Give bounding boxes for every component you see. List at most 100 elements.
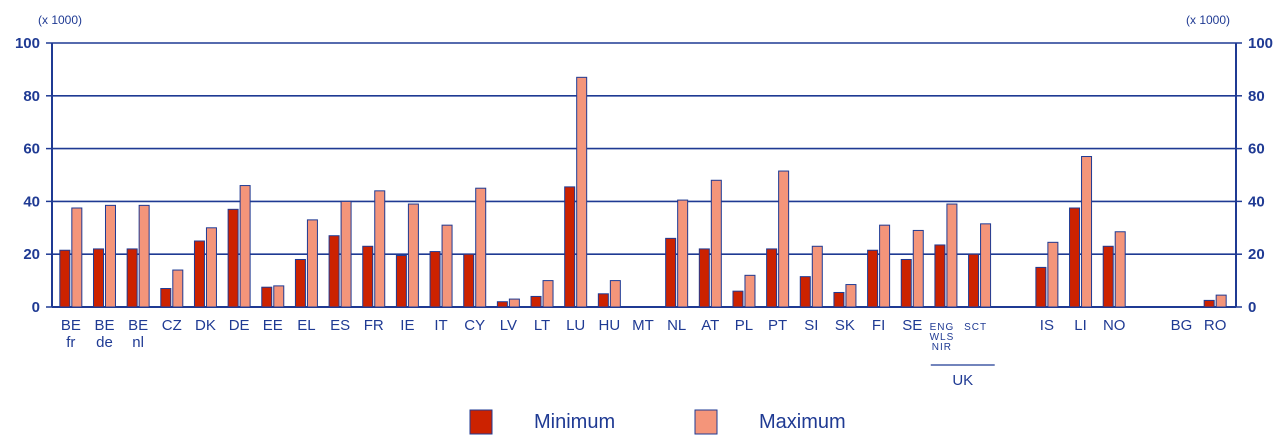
y-tick-label-left: 80	[23, 88, 40, 105]
x-tick-label-IT: IT	[434, 317, 447, 334]
bar-maximum-FI	[879, 224, 891, 308]
y-tick-label-right: 60	[1248, 141, 1265, 158]
legend-label-minimum: Minimum	[534, 411, 615, 433]
y-tick-label-right: 80	[1248, 88, 1265, 105]
bar-minimum-ES	[328, 235, 340, 308]
bar-minimum-DK	[193, 240, 205, 308]
bar-minimum-BE-nl	[126, 248, 138, 308]
legend-swatch-minimum	[469, 409, 493, 435]
y-tick-label-left: 0	[32, 299, 40, 316]
bar-minimum-FI	[867, 249, 879, 308]
bar-minimum-SK	[833, 291, 845, 308]
bar-minimum-SI	[799, 276, 811, 308]
bar-maximum-AT	[710, 179, 722, 308]
y-tick-label-right: 20	[1248, 246, 1265, 263]
bar-maximum-PT	[778, 170, 790, 308]
bar-minimum-NO	[1102, 245, 1114, 308]
x-tick-label-UK-ENG-WLS-NIR: WLS	[930, 332, 955, 343]
bar-minimum-LU	[564, 186, 576, 308]
bar-maximum-BE-de	[104, 204, 116, 308]
bar-minimum-IS	[1035, 266, 1047, 308]
bar-minimum-AT	[698, 248, 710, 308]
bar-maximum-LV	[508, 298, 520, 308]
x-tick-label-HU: HU	[599, 317, 621, 334]
x-tick-label-IE: IE	[400, 317, 414, 334]
y-tick-label-left: 20	[23, 246, 40, 263]
x-tick-label-UK-ENG-WLS-NIR: NIR	[932, 342, 952, 353]
bar-minimum-CZ	[160, 288, 172, 308]
x-tick-label-DE: DE	[229, 317, 250, 334]
bar-minimum-HU	[597, 293, 609, 308]
bar-maximum-LU	[576, 76, 588, 308]
x-tick-label-CY: CY	[464, 317, 485, 334]
x-tick-label-PL: PL	[735, 317, 753, 334]
x-tick-label-AT: AT	[701, 317, 719, 334]
x-tick-label-UK-ENG-WLS-NIR: ENG	[930, 322, 955, 333]
y-tick-label-right: 0	[1248, 299, 1256, 316]
x-tick-label-CZ: CZ	[162, 317, 182, 334]
bar-maximum-LT	[542, 280, 554, 308]
x-tick-label-SK: SK	[835, 317, 855, 334]
x-tick-label-IS: IS	[1040, 317, 1054, 334]
x-tick-label-BE-nl: nl	[132, 334, 144, 351]
bar-maximum-EE	[273, 285, 285, 308]
bar-minimum-SE	[900, 258, 912, 308]
bar-minimum-LT	[530, 295, 542, 308]
bar-maximum-ES	[340, 200, 352, 308]
x-tick-label-SI: SI	[804, 317, 818, 334]
bar-maximum-FR	[374, 190, 386, 308]
x-tick-label-PT: PT	[768, 317, 787, 334]
y-axis-right: 0 20 40 60 80 100	[1235, 35, 1273, 316]
bar-maximum-UK-SCT	[980, 223, 992, 308]
x-tick-label-BE-fr: fr	[66, 334, 75, 351]
x-tick-label-FI: FI	[872, 317, 885, 334]
bar-minimum-PL	[732, 290, 744, 308]
x-tick-label-BE-de: BE	[94, 317, 114, 334]
x-tick-label-UK-SCT: SCT	[964, 322, 987, 333]
x-tick-label-BE-fr: BE	[61, 317, 81, 334]
legend-label-maximum: Maximum	[759, 411, 846, 433]
bar-minimum-DE	[227, 208, 239, 308]
bar-maximum-IE	[407, 203, 419, 308]
bar-maximum-HU	[609, 280, 621, 308]
bar-minimum-IT	[429, 251, 441, 308]
y-tick-label-right: 100	[1248, 35, 1273, 52]
x-tick-label-MT: MT	[632, 317, 654, 334]
x-tick-label-EL: EL	[297, 317, 315, 334]
x-tick-label-LV: LV	[500, 317, 517, 334]
bar-minimum-UK-SCT	[968, 253, 980, 308]
y-tick-label-right: 40	[1248, 193, 1265, 210]
bar-maximum-CZ	[172, 269, 184, 308]
x-tick-label-LU: LU	[566, 317, 585, 334]
group-labels: UK	[930, 364, 995, 389]
bar-maximum-CY	[475, 187, 487, 308]
bars	[59, 76, 1227, 308]
x-tick-label-FR: FR	[364, 317, 384, 334]
bar-maximum-DK	[205, 227, 217, 308]
bar-minimum-LV	[496, 301, 508, 308]
x-tick-label-BE-de: de	[96, 334, 113, 351]
bar-minimum-FR	[362, 245, 374, 308]
x-tick-label-LI: LI	[1074, 317, 1087, 334]
x-tick-label-BG: BG	[1171, 317, 1193, 334]
bar-maximum-EL	[306, 219, 318, 308]
bar-maximum-RO	[1215, 294, 1227, 308]
bar-maximum-LI	[1081, 156, 1093, 308]
x-tick-label-LT: LT	[534, 317, 550, 334]
x-tick-label-ES: ES	[330, 317, 350, 334]
bar-maximum-BE-fr	[71, 207, 83, 308]
bar-maximum-BE-nl	[138, 204, 150, 308]
bar-maximum-SE	[912, 229, 924, 308]
y-tick-label-left: 100	[15, 35, 40, 52]
x-tick-label-NO: NO	[1103, 317, 1126, 334]
legend-swatch-maximum	[694, 409, 718, 435]
y-tick-label-left: 60	[23, 141, 40, 158]
y-axis-left: 0 20 40 60 80 100	[15, 35, 53, 316]
bar-minimum-BE-fr	[59, 249, 71, 308]
y-tick-label-left: 40	[23, 193, 40, 210]
x-tick-label-NL: NL	[667, 317, 686, 334]
bar-maximum-SK	[845, 284, 857, 308]
bar-minimum-BE-de	[92, 248, 104, 308]
